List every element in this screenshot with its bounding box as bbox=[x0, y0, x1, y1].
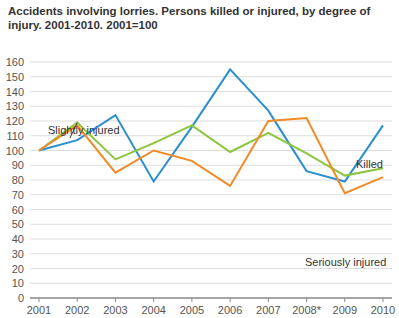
x-tick bbox=[153, 298, 154, 302]
grid-line bbox=[30, 253, 392, 254]
y-tick-label: 40 bbox=[12, 233, 24, 245]
grid-line bbox=[30, 268, 392, 269]
y-tick-label: 160 bbox=[6, 56, 24, 68]
y-tick-label: 50 bbox=[12, 218, 24, 230]
grid-line bbox=[30, 298, 392, 299]
grid-line bbox=[30, 239, 392, 240]
x-tick bbox=[115, 298, 116, 302]
grid-line bbox=[30, 91, 392, 92]
y-tick-label: 20 bbox=[12, 263, 24, 275]
x-tick-label: 2004 bbox=[141, 304, 165, 316]
grid-line bbox=[30, 62, 392, 63]
y-tick-label: 0 bbox=[18, 292, 24, 304]
x-tick-label: 2002 bbox=[65, 304, 89, 316]
series-label: Slightly injured bbox=[48, 124, 120, 136]
series-label: Seriously injured bbox=[305, 256, 386, 268]
grid-line bbox=[30, 209, 392, 210]
x-tick-label: 2006 bbox=[218, 304, 242, 316]
grid-line bbox=[30, 76, 392, 77]
x-tick-label: 2005 bbox=[180, 304, 204, 316]
y-tick-label: 130 bbox=[6, 100, 24, 112]
x-tick-label: 2007 bbox=[256, 304, 280, 316]
grid-line bbox=[30, 194, 392, 195]
x-tick bbox=[77, 298, 78, 302]
y-tick-label: 120 bbox=[6, 115, 24, 127]
y-tick-label: 140 bbox=[6, 86, 24, 98]
x-tick bbox=[344, 298, 345, 302]
grid-line bbox=[30, 121, 392, 122]
chart-title: Accidents involving lorries. Persons kil… bbox=[8, 4, 393, 32]
y-tick-label: 80 bbox=[12, 174, 24, 186]
y-tick-label: 60 bbox=[12, 204, 24, 216]
series-label: Killed bbox=[356, 158, 383, 170]
x-tick bbox=[383, 298, 384, 302]
y-tick-label: 30 bbox=[12, 248, 24, 260]
x-tick bbox=[306, 298, 307, 302]
x-tick bbox=[268, 298, 269, 302]
grid-line bbox=[30, 224, 392, 225]
x-tick-label: 2008* bbox=[292, 304, 321, 316]
x-axis-line bbox=[30, 298, 392, 299]
y-tick-label: 90 bbox=[12, 159, 24, 171]
plot-area bbox=[39, 69, 383, 193]
y-tick-label: 150 bbox=[6, 71, 24, 83]
y-tick-label: 10 bbox=[12, 277, 24, 289]
y-tick-label: 110 bbox=[6, 130, 24, 142]
x-tick-label: 2003 bbox=[103, 304, 127, 316]
x-tick-label: 2009 bbox=[333, 304, 357, 316]
x-tick-label: 2010 bbox=[371, 304, 395, 316]
x-tick bbox=[191, 298, 192, 302]
series-line bbox=[39, 118, 383, 193]
y-tick-label: 70 bbox=[12, 189, 24, 201]
series-line bbox=[39, 69, 383, 181]
chart-svg: 0 10 20 30 40 50 60 70 80 90 100 110 120 130 140 150 160… bbox=[0, 0, 399, 318]
grid-line bbox=[30, 283, 392, 284]
y-tick-label: 100 bbox=[6, 145, 24, 157]
grid-line bbox=[30, 106, 392, 107]
x-tick bbox=[39, 298, 40, 302]
grid-line bbox=[30, 150, 392, 151]
grid-line bbox=[30, 165, 392, 166]
x-tick bbox=[230, 298, 231, 302]
x-tick-label: 2001 bbox=[27, 304, 51, 316]
chart-root: Accidents involving lorries. Persons kil… bbox=[0, 0, 399, 318]
